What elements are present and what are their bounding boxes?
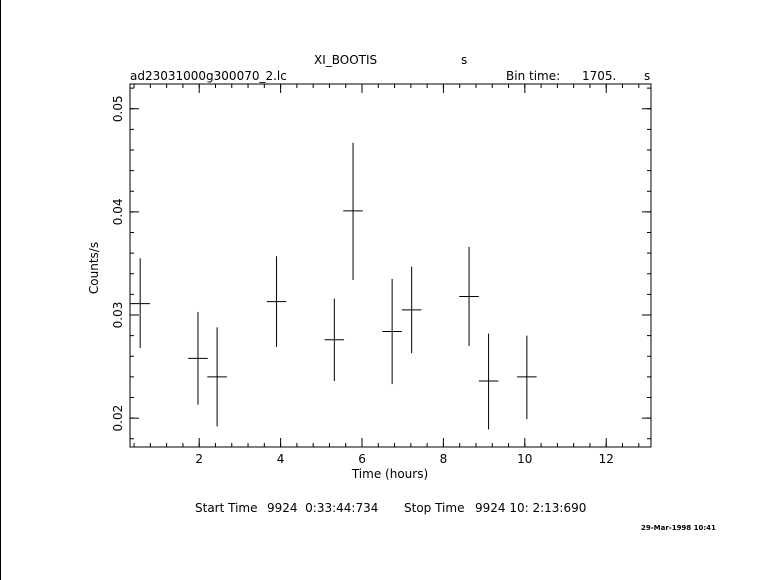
data-point [459,246,479,346]
data-points [130,142,537,430]
y-axis-label: Counts/s [87,242,101,294]
object-name: XI_BOOTIS [314,53,378,67]
y-tick-label: 0.04 [111,199,125,226]
object-unit: s [461,53,468,67]
data-point [188,311,208,405]
data-point [382,278,402,385]
stop-time-value: 9924 10: 2:13:690 [475,501,587,515]
data-point [324,298,345,381]
axis-ticks [130,84,651,447]
left-edge-rule [0,0,1,580]
data-point [130,258,150,348]
bin-time-value: 1705. [582,69,617,83]
y-tick-label: 0.02 [111,405,125,432]
x-tick-label: 10 [517,452,532,466]
axis-tick-labels: 2 4 6 8 10 12 0.02 0.03 0.04 0.05 [111,95,614,466]
x-axis-label: Time (hours) [351,467,428,481]
data-point [401,266,422,354]
stop-time-label: Stop Time [404,501,465,515]
x-tick-label: 12 [599,452,614,466]
x-tick-label: 6 [358,452,366,466]
data-point [207,327,227,427]
file-name: ad23031000g300070_2.lc [130,69,287,83]
data-point [478,333,499,430]
plot-timestamp: 29-Mar-1998 10:41 [641,524,716,532]
x-tick-label: 8 [440,452,448,466]
x-tick-label: 4 [277,452,285,466]
data-point [266,256,287,347]
start-time-value: 9924 0:33:44:734 [267,501,379,515]
y-tick-label: 0.03 [111,302,125,329]
plot-frame [129,83,652,448]
y-tick-label: 0.05 [111,95,125,122]
start-time-label: Start Time [195,501,258,515]
bin-time-label: Bin time: [506,69,561,83]
bin-time-unit: s [644,69,651,83]
x-tick-label: 2 [195,452,203,466]
data-point [517,335,537,420]
data-point [343,142,363,280]
